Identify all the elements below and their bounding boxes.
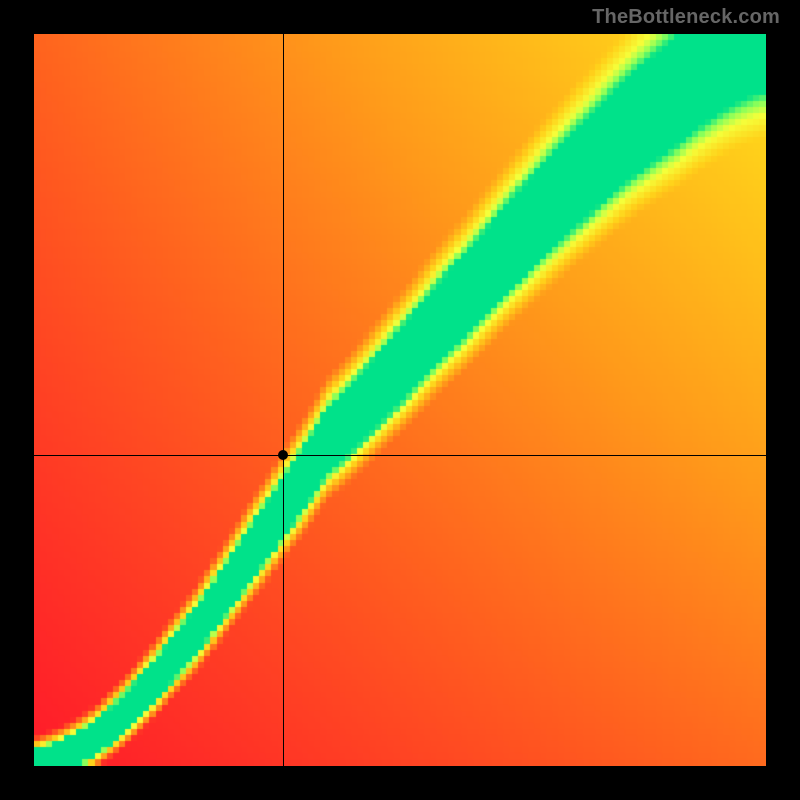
crosshair-vertical bbox=[283, 34, 284, 766]
heatmap-canvas bbox=[34, 34, 766, 766]
crosshair-marker bbox=[278, 450, 288, 460]
chart-frame: TheBottleneck.com bbox=[0, 0, 800, 800]
crosshair-horizontal bbox=[34, 455, 766, 456]
plot-area bbox=[34, 34, 766, 766]
watermark-text: TheBottleneck.com bbox=[592, 6, 780, 29]
